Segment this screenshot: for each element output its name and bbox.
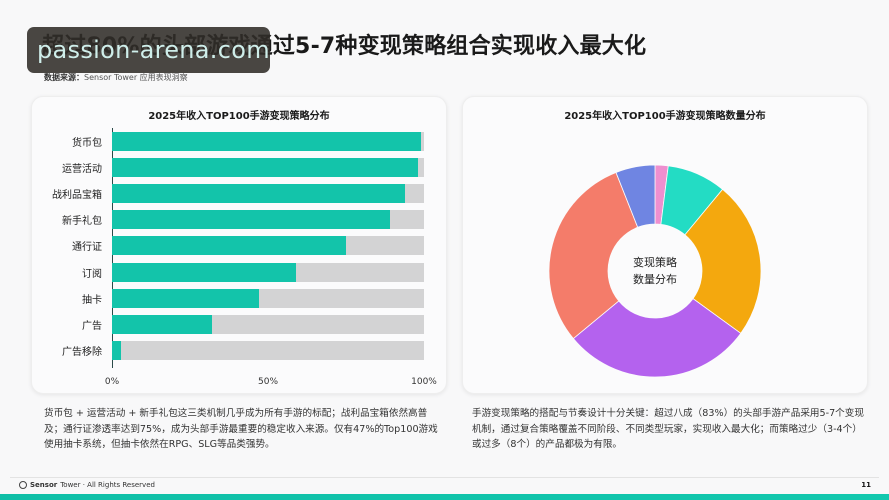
bar-category-label: 战利品宝箱	[52, 190, 102, 202]
bar-fill	[112, 262, 297, 282]
bar-category-label: 订阅	[82, 268, 102, 280]
data-source-label: 数据来源：	[44, 73, 84, 82]
bar-row: 广告移除	[62, 340, 424, 360]
donut-hole	[608, 224, 702, 318]
bar-fill	[112, 340, 122, 360]
footer-brand-name: Sensor	[30, 481, 58, 489]
bar-category-label: 通行证	[72, 242, 102, 254]
bar-fill	[112, 158, 418, 178]
bar-row: 战利品宝箱	[52, 184, 424, 204]
bar-row: 通行证	[72, 236, 424, 256]
bar-fill	[112, 184, 406, 204]
x-axis-tick: 0%	[104, 377, 120, 387]
x-axis-tick: 50%	[257, 377, 279, 387]
accent-strip	[0, 494, 889, 500]
right-description: 手游变现策略的搭配与节奏设计十分关键：超过八成（83%）的头部手游产品采用5-7…	[472, 408, 864, 450]
bar-fill	[112, 314, 212, 334]
x-axis-tick: 100%	[411, 377, 437, 387]
bar-category-label: 广告移除	[62, 346, 102, 358]
bar-fill	[112, 132, 421, 151]
bar-fill	[112, 210, 390, 230]
donut-chart-title: 2025年收入TOP100手游变现策略数量分布	[564, 111, 766, 122]
watermark-overlay: passion-arena.com	[27, 27, 270, 73]
bar-category-label: 货币包	[72, 138, 102, 149]
sensor-tower-logo-icon	[19, 481, 27, 489]
bar-row: 新手礼包	[62, 210, 424, 230]
footer-brand: Sensor Tower · All Rights Reserved	[19, 481, 155, 489]
bar-row: 广告	[82, 314, 424, 334]
page-number: 11	[861, 481, 871, 489]
bar-chart-title: 2025年收入TOP100手游变现策略分布	[148, 111, 330, 122]
data-source: 数据来源：Sensor Tower 应用表现洞察	[44, 72, 188, 83]
bar-category-label: 运营活动	[62, 164, 102, 176]
footer-divider	[10, 477, 879, 478]
bar-category-label: 广告	[82, 320, 102, 332]
bar-chart: 货币包运营活动战利品宝箱新手礼包通行证订阅抽卡广告广告移除 0% 50% 100%	[52, 128, 437, 387]
bar-row: 订阅	[82, 262, 424, 282]
bar-row: 抽卡	[82, 288, 424, 308]
bar-row: 货币包	[72, 132, 424, 151]
bar-track	[112, 340, 424, 360]
donut-center-line1: 变现策略	[633, 256, 677, 269]
strategy-count-card: 2025年收入TOP100手游变现策略数量分布 变现策略 数量分布	[462, 96, 868, 394]
data-source-value: Sensor Tower 应用表现洞察	[84, 73, 188, 82]
strategy-distribution-card: 2025年收入TOP100手游变现策略分布 货币包运营活动战利品宝箱新手礼包通行…	[31, 96, 447, 394]
bar-fill	[112, 288, 259, 308]
bar-category-label: 抽卡	[82, 294, 102, 306]
donut-center-label: 变现策略 数量分布	[633, 254, 677, 288]
donut-chart: 变现策略 数量分布	[547, 163, 763, 379]
bar-row: 运营活动	[62, 158, 424, 178]
bar-fill	[112, 236, 346, 256]
donut-svg	[548, 164, 762, 378]
bar-category-label: 新手礼包	[62, 216, 102, 228]
donut-center-line2: 数量分布	[633, 273, 677, 286]
footer-copyright: Tower · All Rights Reserved	[60, 481, 155, 489]
left-description: 货币包 + 运营活动 + 新手礼包这三类机制几乎成为所有手游的标配；战利品宝箱依…	[44, 408, 438, 450]
